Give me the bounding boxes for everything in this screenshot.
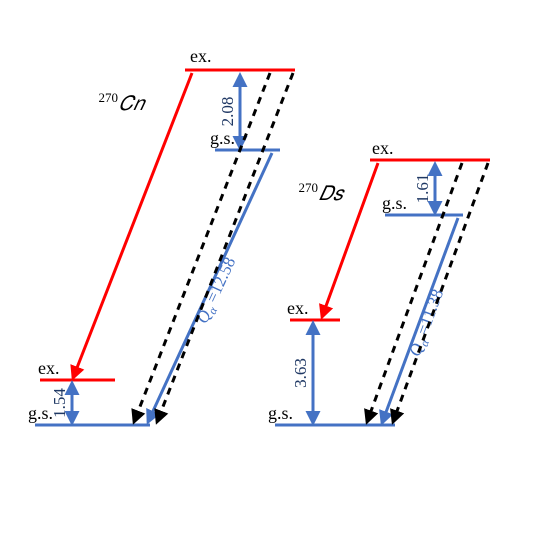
cn-gs-top-label: g.s. (210, 128, 235, 148)
cn-ex-top-label: ex. (190, 46, 212, 66)
ds-nuclide: 270𝐷𝑠 (299, 180, 345, 205)
ds-gs-bot-label: g.s. (268, 403, 293, 423)
cn-dash-arrow-1 (134, 73, 270, 422)
cn-qalpha-label-text: Qα =12.58 (192, 254, 242, 327)
ds-ex-top-label: ex. (372, 138, 394, 158)
ds-gap-bottom-value: 3.63 (291, 358, 310, 388)
cn-decay-red-arrow (73, 73, 192, 378)
ds-nuclide-mass: 270 (299, 180, 319, 195)
ds-gap-top-value: 1.61 (413, 174, 432, 204)
cn-gs-bot-label: g.s. (28, 403, 53, 423)
cn-ex-bot-label: ex. (38, 358, 60, 378)
cn-nuclide-mass: 270 (99, 90, 119, 105)
cn-gap-top-value: 2.08 (218, 97, 237, 127)
cn-nuclide-symbol: 𝐶𝑛 (119, 93, 146, 115)
cn-qalpha-label: Qα =12.58 (192, 254, 242, 327)
ds-nuclide-symbol: 𝐷𝑠 (319, 183, 345, 205)
cn-nuclide: 270𝐶𝑛 (99, 90, 147, 115)
ds-gs-top-label: g.s. (382, 193, 407, 213)
ds-ex-bot-label: ex. (287, 298, 309, 318)
